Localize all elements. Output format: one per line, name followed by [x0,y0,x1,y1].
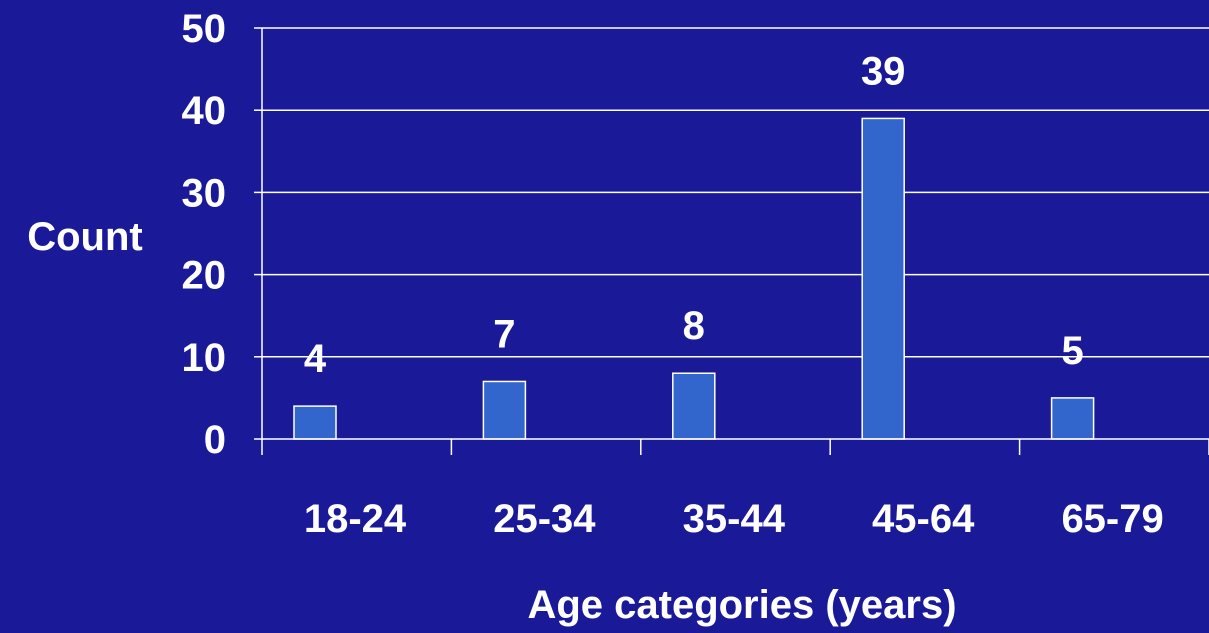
gridlines [262,27,1209,358]
x-tick-label: 18-24 [304,497,407,541]
y-tick-label: 10 [182,336,227,380]
data-label: 5 [1061,329,1083,373]
bar [861,117,905,440]
y-axis-title: Count [27,215,143,259]
x-axis-title: Age categories (years) [527,583,956,627]
data-label: 4 [304,337,327,381]
data-label: 8 [683,304,705,348]
bars [293,117,1095,440]
x-tick-label: 65-79 [1061,497,1163,541]
y-tick-label: 20 [182,254,227,298]
x-tick-label: 45-64 [872,497,975,541]
y-tick-label: 50 [182,7,227,51]
labels: 0 10 20 30 40 50 4 18-24 7 25-34 8 35-44 39 45-64 5 65-… [182,7,1164,541]
y-tick-label: 40 [182,89,227,133]
bar [1050,397,1095,440]
axes [254,27,1209,455]
data-label: 39 [861,49,906,93]
bar [293,405,337,440]
y-tick-label: 0 [204,418,226,462]
x-tick-label: 35-44 [683,497,786,541]
bar [482,380,527,440]
bar [672,372,716,440]
x-tick-label: 25-34 [493,497,596,541]
y-tick-label: 30 [182,171,227,215]
data-label: 7 [493,312,515,356]
